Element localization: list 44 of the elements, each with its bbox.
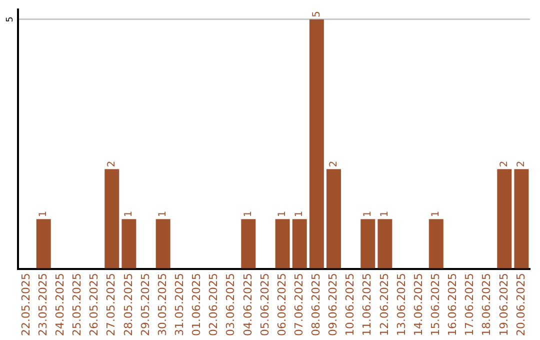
x-tick-label: 07.06.2025 xyxy=(292,273,306,336)
data-label: 2 xyxy=(498,160,510,168)
x-tick-label: 13.06.2025 xyxy=(394,273,408,336)
x-tick-label: 01.06.2025 xyxy=(190,273,204,336)
x-tick-label: 17.06.2025 xyxy=(463,273,476,336)
x-tick-label: 09.06.2025 xyxy=(326,273,340,336)
data-label: 2 xyxy=(328,160,340,168)
x-tick-label: 05.06.2025 xyxy=(258,273,272,336)
x-tick-label: 29.05.2025 xyxy=(138,273,152,336)
data-label: 1 xyxy=(124,210,135,218)
x-tick-label: 31.05.2025 xyxy=(172,273,186,336)
data-label: 5 xyxy=(311,11,322,18)
data-label: 1 xyxy=(430,210,442,218)
x-tick-label: 27.05.2025 xyxy=(104,273,118,336)
x-tick-label: 12.06.2025 xyxy=(378,273,391,336)
x-tick-label: 08.06.2025 xyxy=(310,273,323,336)
x-tick-label: 30.05.2025 xyxy=(156,273,169,336)
data-label: 1 xyxy=(294,210,306,218)
x-tick-label: 20.06.2025 xyxy=(514,273,528,336)
x-tick-label: 15.06.2025 xyxy=(428,273,442,336)
x-tick-label: 03.06.2025 xyxy=(224,273,238,336)
x-tick-label: 16.06.2025 xyxy=(446,273,460,336)
x-tick-label: 25.05.2025 xyxy=(70,273,84,336)
x-tick-label: 02.06.2025 xyxy=(207,273,220,336)
x-tick-label: 22.05.2025 xyxy=(19,273,32,336)
data-label: 2 xyxy=(106,160,118,168)
x-tick-label: 18.06.2025 xyxy=(480,273,494,336)
x-tick-label: 23.05.2025 xyxy=(36,273,50,336)
data-label: 1 xyxy=(380,210,391,218)
data-label: 1 xyxy=(158,210,169,218)
data-label: 1 xyxy=(242,210,254,218)
x-tick-label: 19.06.2025 xyxy=(497,273,510,336)
x-tick-label: 04.06.2025 xyxy=(241,273,254,336)
x-tick-label: 10.06.2025 xyxy=(344,273,357,336)
x-tick-label: 24.05.2025 xyxy=(54,273,67,336)
x-tick-label: 11.06.2025 xyxy=(360,273,374,336)
x-tick-label: 06.06.2025 xyxy=(275,273,288,336)
data-label: 1 xyxy=(38,210,50,218)
data-label: 1 xyxy=(277,210,288,218)
x-tick-label: 26.05.2025 xyxy=(88,273,101,336)
x-tick-label: 28.05.2025 xyxy=(122,273,135,336)
x-tick-label: 14.06.2025 xyxy=(412,273,425,336)
data-label: 2 xyxy=(516,160,528,168)
data-label: 1 xyxy=(362,210,374,218)
